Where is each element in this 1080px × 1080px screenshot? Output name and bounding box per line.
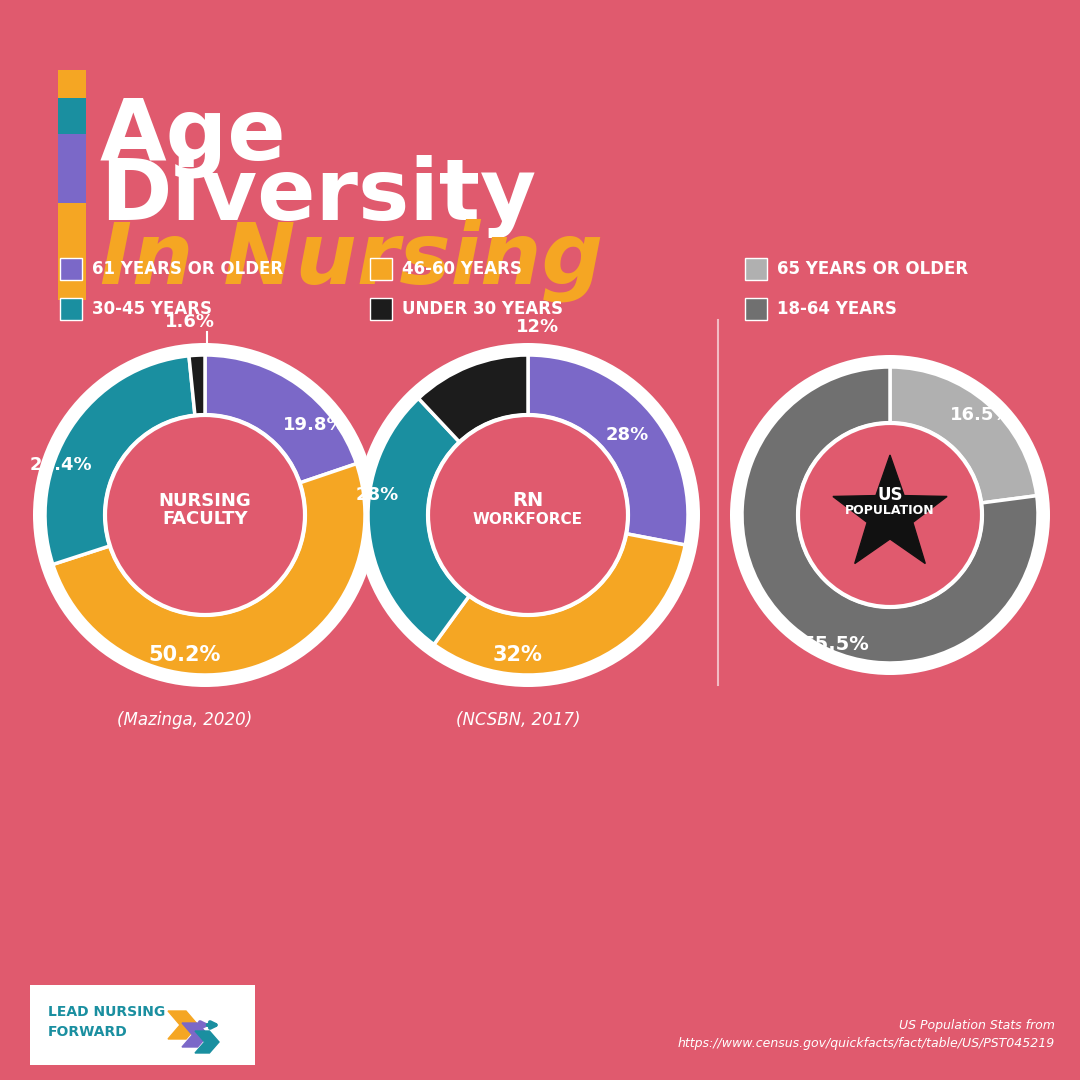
Bar xyxy=(745,258,767,280)
Bar xyxy=(58,134,86,203)
Polygon shape xyxy=(833,455,947,564)
Text: NURSING: NURSING xyxy=(159,492,252,510)
Text: FACULTY: FACULTY xyxy=(162,510,247,528)
Text: 61 YEARS OR OLDER: 61 YEARS OR OLDER xyxy=(92,260,283,278)
Text: 28%: 28% xyxy=(606,426,649,444)
Text: Diversity: Diversity xyxy=(100,156,536,238)
Circle shape xyxy=(33,343,377,687)
Wedge shape xyxy=(45,355,195,565)
Polygon shape xyxy=(168,1011,198,1039)
Wedge shape xyxy=(53,463,365,675)
Text: In Nursing: In Nursing xyxy=(100,218,603,301)
Text: (NCSBN, 2017): (NCSBN, 2017) xyxy=(456,711,580,729)
Wedge shape xyxy=(368,399,469,645)
Text: 18-64 YEARS: 18-64 YEARS xyxy=(777,300,896,318)
Circle shape xyxy=(356,343,700,687)
Text: 32%: 32% xyxy=(494,645,543,665)
Bar xyxy=(370,258,392,280)
Circle shape xyxy=(730,355,1050,675)
Text: LEAD NURSING: LEAD NURSING xyxy=(48,1005,165,1020)
Text: FORWARD: FORWARD xyxy=(48,1025,127,1039)
Bar xyxy=(60,258,82,280)
Bar xyxy=(370,298,392,320)
Circle shape xyxy=(798,423,982,607)
Text: (Mazinga, 2020): (Mazinga, 2020) xyxy=(118,711,253,729)
Text: WORKFORCE: WORKFORCE xyxy=(473,512,583,526)
Text: POPULATION: POPULATION xyxy=(846,504,935,517)
Text: Age: Age xyxy=(100,95,286,178)
Bar xyxy=(58,70,86,97)
Bar xyxy=(58,203,86,300)
Text: 65 YEARS OR OLDER: 65 YEARS OR OLDER xyxy=(777,260,968,278)
Text: US: US xyxy=(877,486,903,504)
Text: 19.8%: 19.8% xyxy=(283,416,346,434)
Bar xyxy=(745,298,767,320)
Text: 30-45 YEARS: 30-45 YEARS xyxy=(92,300,212,318)
Bar xyxy=(60,298,82,320)
Text: RN: RN xyxy=(512,491,543,511)
Bar xyxy=(58,97,86,134)
Text: US Population Stats from
https://www.census.gov/quickfacts/fact/table/US/PST0452: US Population Stats from https://www.cen… xyxy=(678,1020,1055,1050)
Text: 55.5%: 55.5% xyxy=(801,635,869,654)
Wedge shape xyxy=(890,367,1037,503)
Bar xyxy=(30,985,255,1065)
Text: 28.4%: 28.4% xyxy=(30,456,93,474)
Circle shape xyxy=(105,415,305,615)
Wedge shape xyxy=(418,355,528,442)
Wedge shape xyxy=(189,355,205,416)
Text: 46-60 YEARS: 46-60 YEARS xyxy=(402,260,522,278)
Wedge shape xyxy=(434,534,685,675)
Text: 12%: 12% xyxy=(516,318,559,336)
Text: 1.6%: 1.6% xyxy=(165,313,215,330)
Text: UNDER 30 YEARS: UNDER 30 YEARS xyxy=(402,300,563,318)
Text: 50.2%: 50.2% xyxy=(149,645,221,665)
Text: 16.5%: 16.5% xyxy=(950,406,1013,424)
Polygon shape xyxy=(183,1023,208,1047)
Wedge shape xyxy=(528,355,688,545)
Wedge shape xyxy=(742,367,1038,663)
Text: 28%: 28% xyxy=(356,486,400,504)
Circle shape xyxy=(428,415,627,615)
Wedge shape xyxy=(205,355,356,483)
Polygon shape xyxy=(195,1031,219,1053)
